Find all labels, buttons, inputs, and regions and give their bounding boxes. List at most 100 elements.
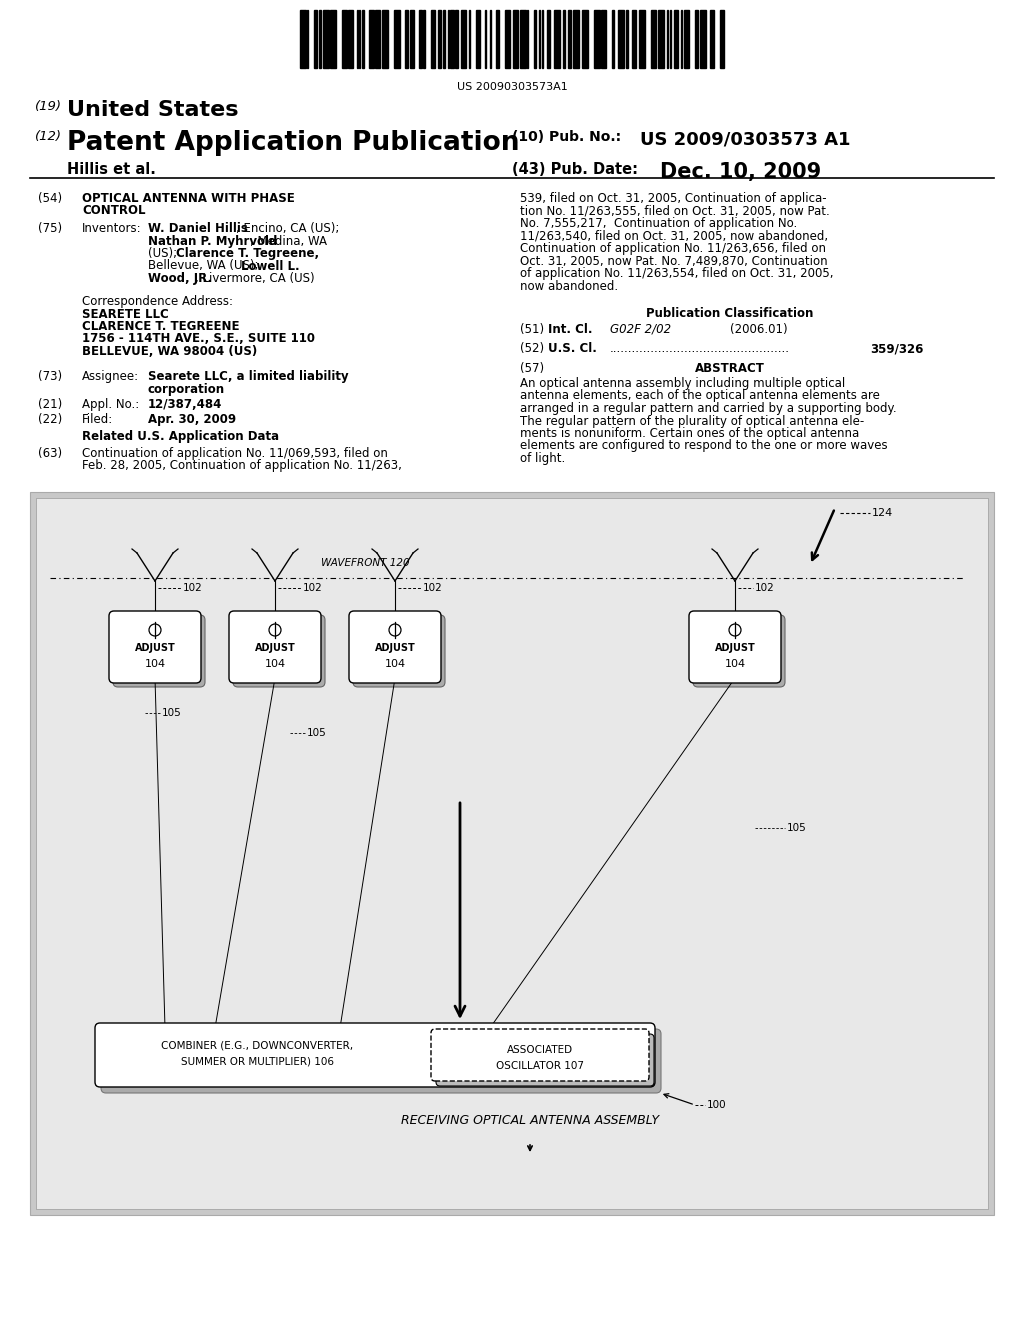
FancyBboxPatch shape bbox=[349, 611, 441, 682]
FancyBboxPatch shape bbox=[431, 1030, 649, 1081]
Text: (10) Pub. No.:: (10) Pub. No.: bbox=[512, 129, 622, 144]
FancyBboxPatch shape bbox=[693, 615, 785, 686]
Text: 12/387,484: 12/387,484 bbox=[148, 399, 222, 411]
Text: ................................................: ........................................… bbox=[610, 342, 790, 355]
FancyBboxPatch shape bbox=[95, 1023, 655, 1086]
Text: Filed:: Filed: bbox=[82, 413, 114, 426]
Bar bbox=[674, 11, 678, 69]
Bar bbox=[695, 11, 698, 69]
Text: (54): (54) bbox=[38, 191, 62, 205]
Text: ASSOCIATED: ASSOCIATED bbox=[507, 1045, 573, 1055]
Bar bbox=[563, 11, 565, 69]
Text: 100: 100 bbox=[707, 1100, 727, 1110]
Text: WAVEFRONT 120: WAVEFRONT 120 bbox=[321, 558, 410, 568]
Text: US 20090303573A1: US 20090303573A1 bbox=[457, 82, 567, 92]
Bar bbox=[404, 11, 409, 69]
Text: SEARETE LLC: SEARETE LLC bbox=[82, 308, 169, 321]
Bar bbox=[513, 11, 518, 69]
Text: (21): (21) bbox=[38, 399, 62, 411]
Bar bbox=[601, 11, 605, 69]
Text: Assignee:: Assignee: bbox=[82, 370, 139, 383]
Bar bbox=[639, 11, 645, 69]
Text: An optical antenna assembly including multiple optical: An optical antenna assembly including mu… bbox=[520, 378, 845, 389]
Bar bbox=[567, 11, 570, 69]
Text: 104: 104 bbox=[384, 659, 406, 669]
Text: (US);: (US); bbox=[148, 247, 181, 260]
Bar bbox=[611, 11, 613, 69]
Text: Related U.S. Application Data: Related U.S. Application Data bbox=[82, 430, 280, 444]
Text: of light.: of light. bbox=[520, 451, 565, 465]
Text: Apr. 30, 2009: Apr. 30, 2009 bbox=[148, 413, 237, 426]
Text: Dec. 10, 2009: Dec. 10, 2009 bbox=[660, 162, 821, 182]
Bar bbox=[443, 11, 445, 69]
Bar bbox=[318, 11, 321, 69]
Text: tion No. 11/263,555, filed on Oct. 31, 2005, now Pat.: tion No. 11/263,555, filed on Oct. 31, 2… bbox=[520, 205, 829, 218]
Text: (12): (12) bbox=[35, 129, 62, 143]
Text: 105: 105 bbox=[307, 729, 327, 738]
Bar bbox=[431, 11, 435, 69]
Bar bbox=[710, 11, 714, 69]
Text: Bellevue, WA (US);: Bellevue, WA (US); bbox=[148, 260, 262, 272]
Bar bbox=[651, 11, 656, 69]
Text: 104: 104 bbox=[144, 659, 166, 669]
Text: 359/326: 359/326 bbox=[870, 342, 924, 355]
Text: Correspondence Address:: Correspondence Address: bbox=[82, 294, 233, 308]
Bar bbox=[438, 11, 441, 69]
Bar bbox=[618, 11, 625, 69]
Text: Int. Cl.: Int. Cl. bbox=[548, 323, 593, 337]
Text: , Livermore, CA (US): , Livermore, CA (US) bbox=[195, 272, 314, 285]
Text: W. Daniel Hillis: W. Daniel Hillis bbox=[148, 222, 248, 235]
Text: OSCILLATOR 107: OSCILLATOR 107 bbox=[496, 1061, 584, 1071]
Text: (57): (57) bbox=[520, 362, 544, 375]
Bar bbox=[323, 11, 329, 69]
FancyBboxPatch shape bbox=[229, 611, 321, 682]
Text: Hillis et al.: Hillis et al. bbox=[67, 162, 156, 177]
FancyBboxPatch shape bbox=[113, 615, 205, 686]
Bar bbox=[505, 11, 510, 69]
Bar bbox=[36, 498, 988, 1209]
Text: Continuation of application No. 11/263,656, filed on: Continuation of application No. 11/263,6… bbox=[520, 242, 826, 255]
Bar bbox=[582, 11, 588, 69]
Bar bbox=[382, 11, 388, 69]
Text: Clarence T. Tegreene,: Clarence T. Tegreene, bbox=[176, 247, 319, 260]
FancyBboxPatch shape bbox=[109, 611, 201, 682]
Text: RECEIVING OPTICAL ANTENNA ASSEMBLY: RECEIVING OPTICAL ANTENNA ASSEMBLY bbox=[401, 1114, 659, 1126]
FancyBboxPatch shape bbox=[101, 1030, 662, 1093]
Text: 102: 102 bbox=[183, 583, 203, 593]
Text: 102: 102 bbox=[423, 583, 442, 593]
Text: (63): (63) bbox=[38, 447, 62, 459]
Text: Appl. No.:: Appl. No.: bbox=[82, 399, 139, 411]
Bar bbox=[451, 11, 455, 69]
Bar bbox=[375, 11, 380, 69]
Text: U.S. Cl.: U.S. Cl. bbox=[548, 342, 597, 355]
Text: 105: 105 bbox=[787, 822, 807, 833]
FancyBboxPatch shape bbox=[233, 615, 325, 686]
Text: 104: 104 bbox=[724, 659, 745, 669]
Text: COMBINER (E.G., DOWNCONVERTER,: COMBINER (E.G., DOWNCONVERTER, bbox=[162, 1041, 353, 1051]
FancyBboxPatch shape bbox=[689, 611, 781, 682]
Bar bbox=[684, 11, 689, 69]
Text: 102: 102 bbox=[303, 583, 323, 593]
Bar bbox=[314, 11, 316, 69]
Bar bbox=[393, 11, 399, 69]
Bar bbox=[423, 11, 425, 69]
Text: The regular pattern of the plurality of optical antenna ele-: The regular pattern of the plurality of … bbox=[520, 414, 864, 428]
Text: Nathan P. Myhrvold: Nathan P. Myhrvold bbox=[148, 235, 278, 248]
Text: , Medina, WA: , Medina, WA bbox=[250, 235, 327, 248]
Text: ADJUST: ADJUST bbox=[134, 643, 175, 653]
Text: (22): (22) bbox=[38, 413, 62, 426]
Text: United States: United States bbox=[67, 100, 239, 120]
Text: OPTICAL ANTENNA WITH PHASE: OPTICAL ANTENNA WITH PHASE bbox=[82, 191, 295, 205]
Text: 124: 124 bbox=[872, 508, 893, 517]
Text: Publication Classification: Publication Classification bbox=[646, 308, 814, 319]
Bar bbox=[342, 11, 347, 69]
Text: G02F 2/02: G02F 2/02 bbox=[610, 323, 671, 337]
Text: of application No. 11/263,554, filed on Oct. 31, 2005,: of application No. 11/263,554, filed on … bbox=[520, 267, 834, 280]
Text: Continuation of application No. 11/069,593, filed on: Continuation of application No. 11/069,5… bbox=[82, 447, 388, 459]
Bar bbox=[496, 11, 499, 69]
Text: 539, filed on Oct. 31, 2005, Continuation of applica-: 539, filed on Oct. 31, 2005, Continuatio… bbox=[520, 191, 826, 205]
Text: ADJUST: ADJUST bbox=[255, 643, 295, 653]
Text: Feb. 28, 2005, Continuation of application No. 11/263,: Feb. 28, 2005, Continuation of applicati… bbox=[82, 459, 401, 473]
Text: 104: 104 bbox=[264, 659, 286, 669]
Bar bbox=[627, 11, 629, 69]
